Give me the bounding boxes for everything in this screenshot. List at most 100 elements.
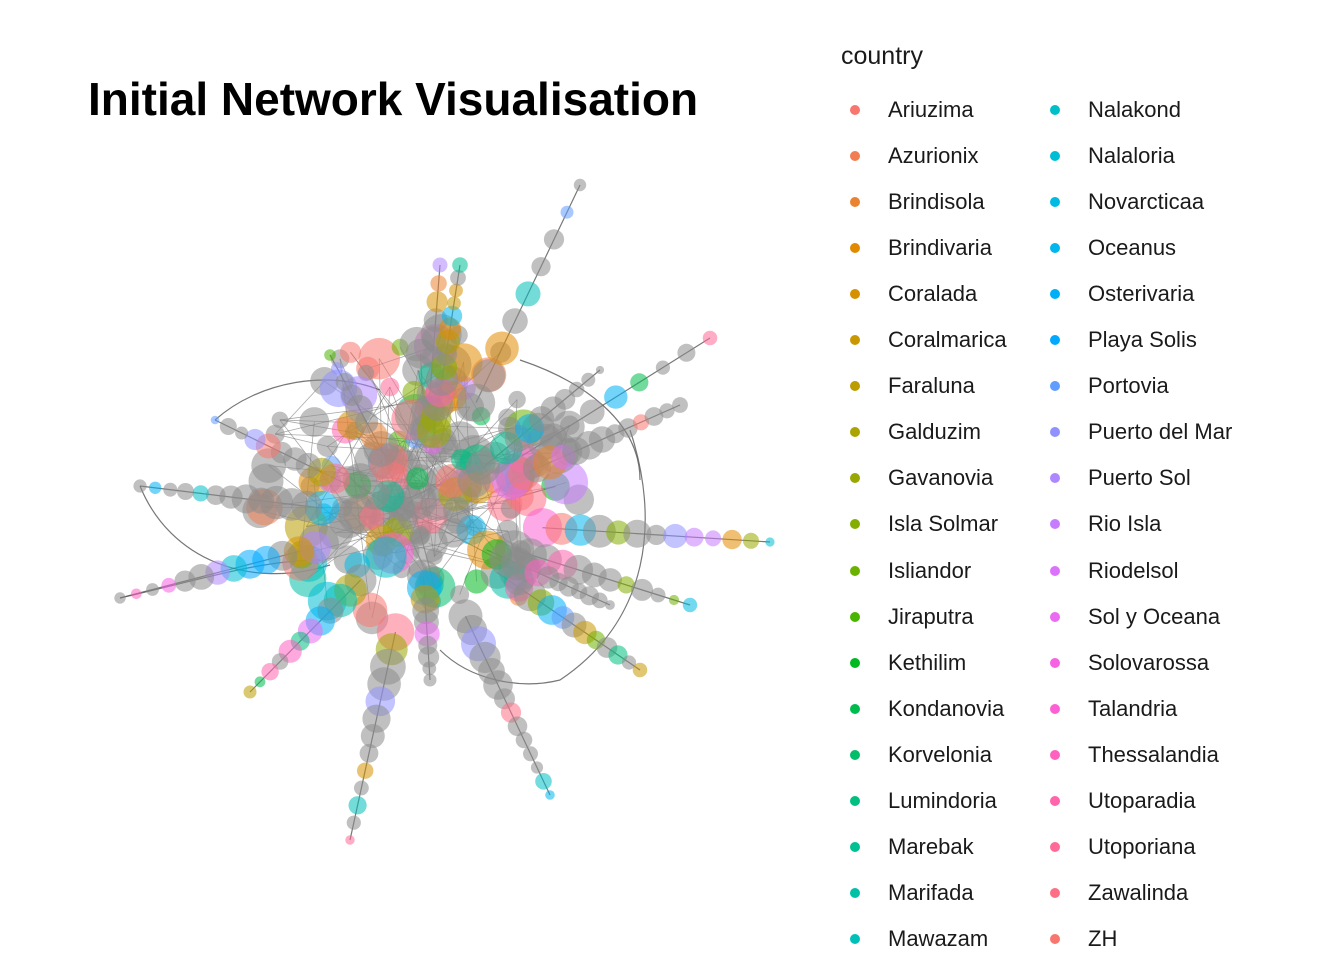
network-node <box>523 746 538 761</box>
legend-label: Mawazam <box>888 926 988 952</box>
legend-item: Solovarossa <box>1050 641 1209 685</box>
network-node <box>433 258 448 273</box>
legend-item: Osterivaria <box>1050 272 1194 316</box>
legend-item: Riodelsol <box>1050 549 1179 593</box>
legend-key-dot <box>850 612 860 622</box>
legend-item: Oceanus <box>1050 226 1176 270</box>
legend-item: Nalakond <box>1050 88 1181 132</box>
legend-label: Kethilim <box>888 650 966 676</box>
legend-item: Azurionix <box>850 134 978 178</box>
network-node <box>357 763 373 779</box>
legend-key-dot <box>1050 934 1060 944</box>
legend-key-dot <box>1050 566 1060 576</box>
legend-item: Playa Solis <box>1050 318 1197 362</box>
legend-label: Oceanus <box>1088 235 1176 261</box>
nodes <box>114 179 774 845</box>
legend-key-dot <box>1050 796 1060 806</box>
legend-key-dot <box>850 473 860 483</box>
legend-item: Mawazam <box>850 917 988 961</box>
legend-item: Galduzim <box>850 410 981 454</box>
legend-item: Portovia <box>1050 364 1169 408</box>
network-node <box>177 483 194 500</box>
legend-item: Gavanovia <box>850 456 993 500</box>
legend-item: Rio Isla <box>1050 502 1161 546</box>
legend-label: Novarcticaa <box>1088 189 1204 215</box>
network-node <box>360 744 379 763</box>
network-node <box>235 427 248 440</box>
network-node <box>722 530 741 549</box>
legend-label: Coralmarica <box>888 327 1007 353</box>
network-node <box>672 397 688 413</box>
network-node <box>349 796 367 814</box>
legend-key-dot <box>850 796 860 806</box>
legend-label: Nalaloria <box>1088 143 1175 169</box>
legend-item: Marifada <box>850 871 974 915</box>
network-node <box>669 595 679 605</box>
legend-item: Utoparadia <box>1050 779 1196 823</box>
network-node <box>347 816 361 830</box>
network-node <box>114 592 125 603</box>
network-node <box>631 579 653 601</box>
network-node <box>569 382 585 398</box>
legend-key-dot <box>850 658 860 668</box>
network-node <box>324 349 336 361</box>
legend-item: Kondanovia <box>850 687 1004 731</box>
legend-item: Talandria <box>1050 687 1177 731</box>
network-node <box>630 373 648 391</box>
legend-label: Portovia <box>1088 373 1169 399</box>
network-node <box>336 373 354 391</box>
legend-key-dot <box>850 704 860 714</box>
legend-label: Nalakond <box>1088 97 1181 123</box>
network-node <box>531 761 543 773</box>
legend-label: Lumindoria <box>888 788 997 814</box>
network-node <box>174 571 195 592</box>
network-node <box>381 378 400 397</box>
legend-item: Faraluna <box>850 364 975 408</box>
legend-key-dot <box>1050 335 1060 345</box>
network-node <box>193 485 209 501</box>
network-node <box>211 416 220 425</box>
legend-label: Utoporiana <box>1088 834 1196 860</box>
legend-key-dot <box>1050 427 1060 437</box>
legend-item: Puerto del Mar <box>1050 410 1232 454</box>
network-node <box>485 332 519 366</box>
network-node <box>508 391 525 408</box>
legend-item: Lumindoria <box>850 779 997 823</box>
network-node <box>531 257 550 276</box>
network-node <box>406 467 428 489</box>
network-node <box>146 583 159 596</box>
legend-label: Brindisola <box>888 189 985 215</box>
legend-item: Coralmarica <box>850 318 1007 362</box>
network-node <box>516 732 533 749</box>
network-node <box>272 412 289 429</box>
network-node <box>131 589 142 600</box>
legend-key-dot <box>1050 151 1060 161</box>
legend-label: Kondanovia <box>888 696 1004 722</box>
network-node <box>133 479 146 492</box>
network-node <box>447 296 461 310</box>
legend-key-dot <box>1050 658 1060 668</box>
legend-title: country <box>841 42 923 71</box>
legend-key-dot <box>1050 105 1060 115</box>
legend-key-dot <box>1050 197 1060 207</box>
legend-item: Isliandor <box>850 549 971 593</box>
network-node <box>443 497 470 524</box>
legend-label: Puerto Sol <box>1088 465 1191 491</box>
legend-label: Thessalandia <box>1088 742 1219 768</box>
network-node <box>574 179 586 191</box>
legend-key-dot <box>1050 842 1060 852</box>
network-node <box>581 373 595 387</box>
legend-key-dot <box>1050 519 1060 529</box>
legend-key-dot <box>850 289 860 299</box>
network-node <box>561 206 574 219</box>
legend-key-dot <box>1050 243 1060 253</box>
legend-label: Playa Solis <box>1088 327 1197 353</box>
legend-key-dot <box>1050 704 1060 714</box>
network-node <box>422 662 436 676</box>
network-node <box>743 533 759 549</box>
legend-label: Brindivaria <box>888 235 992 261</box>
legend-label: Marifada <box>888 880 974 906</box>
legend-label: Solovarossa <box>1088 650 1209 676</box>
network-node <box>596 366 604 374</box>
network-node <box>345 835 354 844</box>
